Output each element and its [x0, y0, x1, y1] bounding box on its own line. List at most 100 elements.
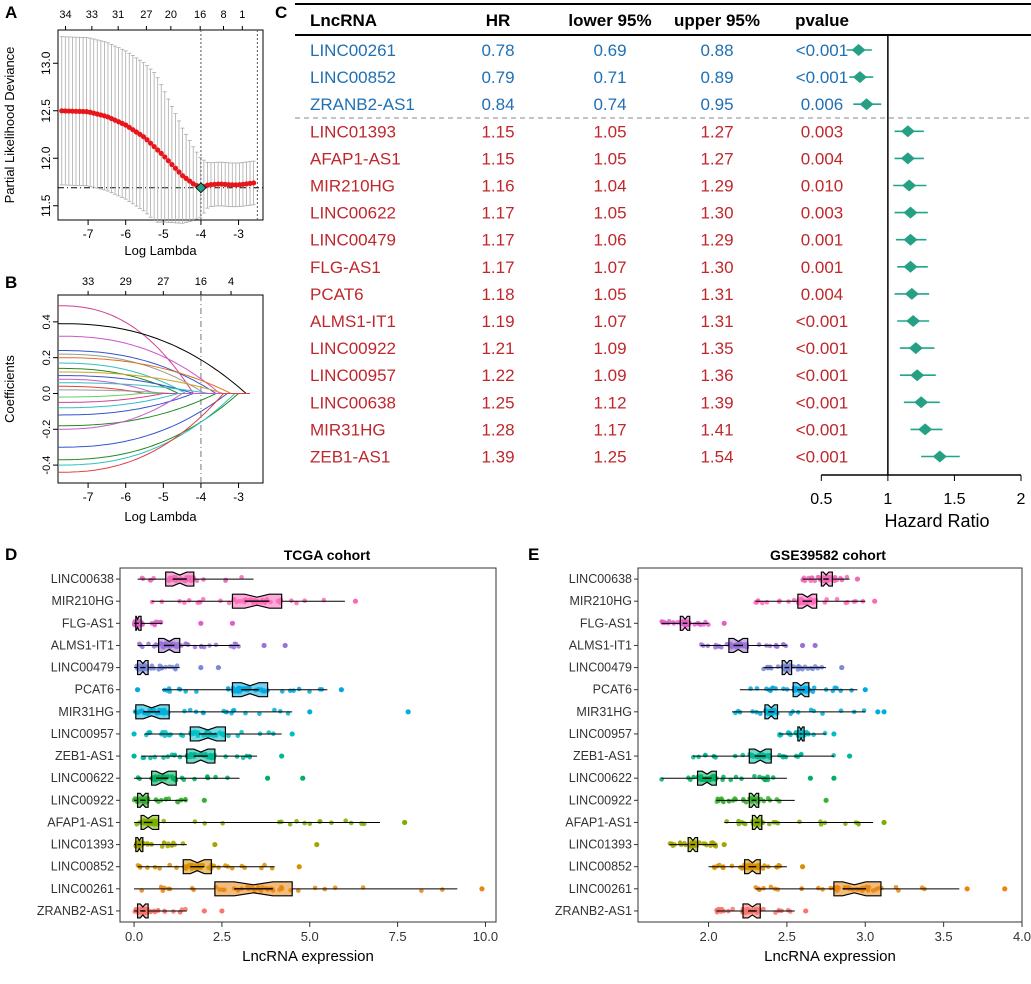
coef-path-b — [58, 389, 250, 394]
x-axis-label-d: LncRNA expression — [242, 948, 374, 965]
x-tick-label-b: -6 — [120, 490, 131, 504]
outlier-point-e — [831, 731, 837, 737]
y-tick-label-a: 11.5 — [39, 194, 53, 217]
upper95-value-c: 1.41 — [700, 420, 733, 439]
hr-value-c: 1.28 — [481, 420, 514, 439]
data-point-d — [236, 644, 241, 649]
data-point-e — [756, 887, 762, 892]
data-point-d — [194, 689, 199, 694]
outlier-point-d — [201, 797, 207, 803]
data-point-e — [791, 664, 797, 670]
data-point-e — [811, 732, 816, 737]
data-point-d — [216, 865, 221, 870]
top-tick-label-a: 8 — [220, 9, 226, 21]
data-point-d — [200, 597, 206, 602]
deviance-point-a — [162, 154, 168, 160]
outlier-point-d — [201, 908, 207, 914]
outlier-point-e — [803, 908, 809, 914]
lncrna-label-d: ZRANB2-AS1 — [37, 904, 114, 918]
data-point-e — [816, 885, 821, 891]
hr-value-c: 1.21 — [481, 339, 514, 358]
y-tick-label-b: 0.2 — [41, 350, 53, 365]
deviance-point-a — [229, 182, 235, 188]
forest-x-tick-label-c: 2 — [1017, 491, 1026, 508]
data-point-e — [808, 665, 814, 671]
data-point-e — [777, 752, 782, 758]
table-header-3: upper 95% — [674, 11, 760, 30]
lncrna-name-c: LINC01393 — [310, 122, 396, 141]
cohort-title-d: TCGA cohort — [284, 547, 371, 563]
x-tick-label-d: 2.5 — [213, 929, 231, 944]
outlier-point-d — [131, 731, 137, 737]
lower95-value-c: 0.71 — [593, 68, 626, 87]
outlier-point-e — [881, 819, 887, 826]
data-point-d — [213, 642, 219, 648]
lncrna-name-c: MIR210HG — [310, 177, 395, 196]
x-tick-label-a: -7 — [83, 227, 94, 241]
outlier-point-d — [198, 620, 204, 626]
lncrna-label-d: MIR210HG — [51, 594, 114, 608]
lncrna-label-d: LINC00261 — [51, 882, 114, 896]
lncrna-label-e: LINC00852 — [569, 860, 632, 874]
lncrna-label-d: AFAP1-AS1 — [47, 815, 114, 829]
pvalue-c: 0.001 — [801, 231, 844, 250]
panel-label-b: B — [5, 273, 17, 292]
outlier-point-e — [1002, 886, 1008, 892]
hr-diamond-c — [918, 423, 933, 436]
data-point-d — [223, 577, 229, 583]
lncrna-name-c: MIR31HG — [310, 420, 386, 439]
lncrna-label-e: ZRANB2-AS1 — [555, 904, 632, 918]
data-point-e — [724, 819, 729, 824]
data-point-e — [812, 578, 818, 584]
upper95-value-c: 1.36 — [700, 366, 733, 385]
outlier-point-e — [881, 709, 887, 715]
data-point-d — [419, 888, 424, 894]
lncrna-label-e: FLG-AS1 — [580, 616, 632, 630]
data-point-d — [279, 819, 284, 825]
data-point-e — [770, 775, 776, 780]
data-point-e — [849, 688, 854, 693]
data-point-e — [774, 644, 779, 649]
data-point-d — [164, 688, 170, 693]
data-point-e — [740, 752, 746, 758]
data-point-e — [775, 664, 781, 669]
lncrna-label-e: LINC00261 — [569, 882, 632, 896]
data-point-e — [714, 907, 719, 913]
outlier-point-d — [307, 709, 313, 715]
top-tick-label-a: 1 — [239, 9, 245, 21]
data-point-d — [175, 799, 181, 805]
outlier-point-e — [823, 797, 829, 803]
lncrna-label-e: MIR31HG — [576, 705, 632, 719]
top-tick-label-a: 31 — [112, 9, 124, 21]
x-tick-label-e: 4.0 — [1013, 929, 1031, 944]
data-point-d — [170, 664, 175, 670]
panel-label-e: E — [528, 545, 539, 564]
data-point-d — [160, 888, 166, 893]
pvalue-c: <0.001 — [796, 312, 848, 331]
data-point-d — [226, 600, 232, 606]
deviance-point-a — [151, 143, 157, 150]
coef-path-b — [58, 353, 250, 394]
lower95-value-c: 1.09 — [593, 339, 626, 358]
x-axis-label-b: Log Lambda — [124, 509, 197, 524]
lncrna-label-d: LINC00922 — [51, 793, 114, 807]
y-axis-label-b: Coefficients — [2, 355, 17, 423]
hr-diamond-c — [908, 342, 923, 355]
lncrna-label-e: AFAP1-AS1 — [565, 815, 632, 829]
top-tick-label-a: 20 — [165, 9, 177, 21]
optimum-diamond-a — [195, 182, 207, 194]
forest-x-tick-label-c: 1.5 — [943, 491, 965, 508]
data-point-e — [777, 863, 783, 869]
data-point-d — [137, 865, 143, 870]
hr-value-c: 1.17 — [481, 204, 514, 223]
forest-x-label-c: Hazard Ratio — [884, 511, 989, 531]
data-point-d — [145, 865, 150, 870]
panel-e-frame — [637, 567, 1023, 923]
data-point-d — [239, 863, 245, 869]
outlier-point-e — [862, 687, 868, 693]
lncrna-label-e: MIR210HG — [569, 594, 632, 608]
data-point-e — [733, 797, 738, 802]
data-point-d — [240, 755, 246, 761]
forest-x-tick-label-c: 0.5 — [810, 491, 832, 508]
lncrna-label-d: PCAT6 — [75, 683, 114, 697]
